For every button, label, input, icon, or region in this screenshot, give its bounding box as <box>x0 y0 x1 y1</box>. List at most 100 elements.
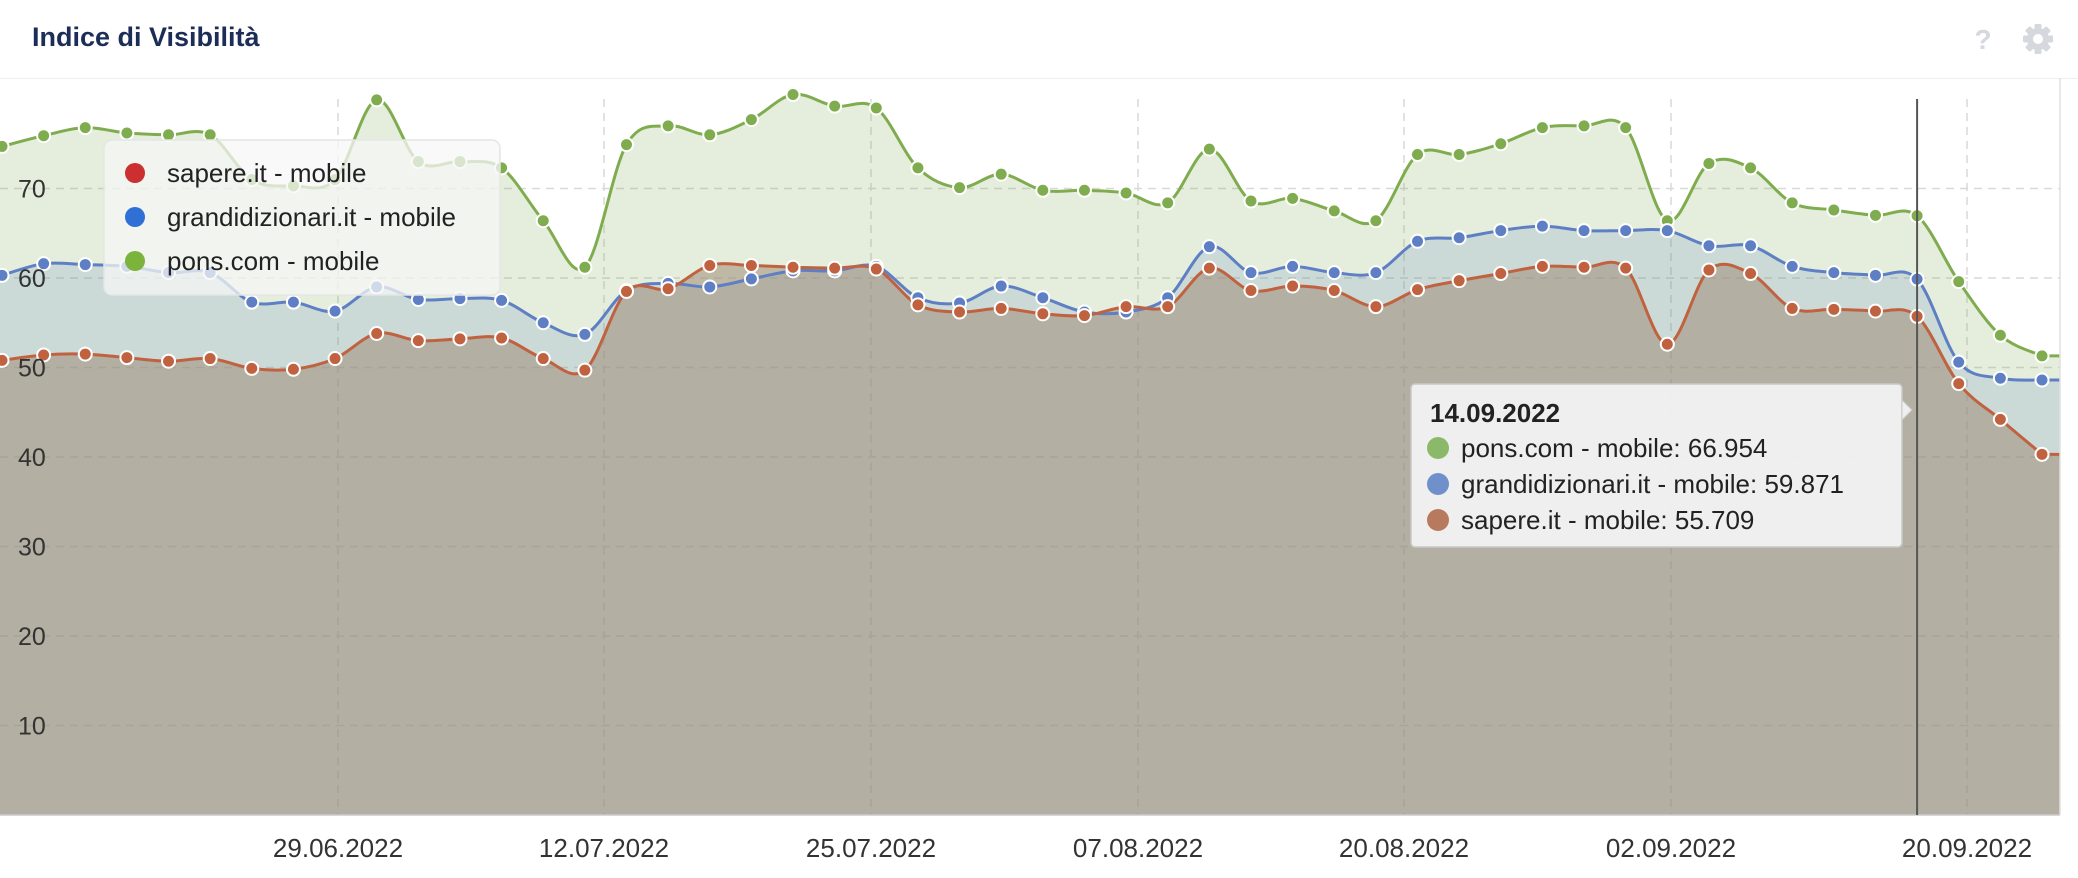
data-point[interactable] <box>1243 265 1259 281</box>
data-point[interactable] <box>577 259 593 275</box>
data-point[interactable] <box>993 278 1009 294</box>
data-point[interactable] <box>244 294 260 310</box>
data-point[interactable] <box>1784 300 1800 316</box>
data-point[interactable] <box>1035 290 1051 306</box>
data-point[interactable] <box>1451 230 1467 246</box>
gear-icon[interactable] <box>2021 22 2055 56</box>
data-point[interactable] <box>1992 411 2008 427</box>
data-point[interactable] <box>1410 282 1426 298</box>
data-point[interactable] <box>1534 120 1550 136</box>
data-point[interactable] <box>1243 193 1259 209</box>
data-point[interactable] <box>1410 233 1426 249</box>
data-point[interactable] <box>369 325 385 341</box>
data-point[interactable] <box>660 118 676 134</box>
data-point[interactable] <box>1285 190 1301 206</box>
data-point[interactable] <box>952 180 968 196</box>
data-point[interactable] <box>244 360 260 376</box>
data-point[interactable] <box>535 213 551 229</box>
data-point[interactable] <box>1118 299 1134 315</box>
data-point[interactable] <box>1118 185 1134 201</box>
data-point[interactable] <box>577 326 593 342</box>
data-point[interactable] <box>743 271 759 287</box>
data-point[interactable] <box>1576 223 1592 239</box>
data-point[interactable] <box>1701 155 1717 171</box>
data-point[interactable] <box>1285 278 1301 294</box>
data-point[interactable] <box>119 125 135 141</box>
data-point[interactable] <box>285 294 301 310</box>
data-point[interactable] <box>1493 266 1509 282</box>
data-point[interactable] <box>910 160 926 176</box>
data-point[interactable] <box>1534 218 1550 234</box>
data-point[interactable] <box>1368 213 1384 229</box>
data-point[interactable] <box>1951 354 1967 370</box>
data-point[interactable] <box>1784 195 1800 211</box>
data-point[interactable] <box>827 260 843 276</box>
data-point[interactable] <box>618 283 634 299</box>
data-point[interactable] <box>494 292 510 308</box>
data-point[interactable] <box>1285 258 1301 274</box>
data-point[interactable] <box>1659 223 1675 239</box>
help-icon[interactable]: ? <box>1966 22 2000 56</box>
data-point[interactable] <box>1493 223 1509 239</box>
legend-marker[interactable] <box>125 207 145 227</box>
data-point[interactable] <box>1326 283 1342 299</box>
data-point[interactable] <box>36 256 52 272</box>
data-point[interactable] <box>161 353 177 369</box>
data-point[interactable] <box>369 92 385 108</box>
data-point[interactable] <box>952 304 968 320</box>
data-point[interactable] <box>285 361 301 377</box>
data-point[interactable] <box>1951 376 1967 392</box>
data-point[interactable] <box>660 281 676 297</box>
data-point[interactable] <box>1951 274 1967 290</box>
data-point[interactable] <box>1701 238 1717 254</box>
data-point[interactable] <box>0 267 10 283</box>
data-point[interactable] <box>1743 160 1759 176</box>
data-point[interactable] <box>1826 301 1842 317</box>
data-point[interactable] <box>77 120 93 136</box>
data-point[interactable] <box>1076 308 1092 324</box>
data-point[interactable] <box>494 330 510 346</box>
data-point[interactable] <box>1410 146 1426 162</box>
data-point[interactable] <box>327 303 343 319</box>
data-point[interactable] <box>327 351 343 367</box>
data-point[interactable] <box>535 351 551 367</box>
data-point[interactable] <box>1743 266 1759 282</box>
data-point[interactable] <box>785 87 801 103</box>
data-point[interactable] <box>119 350 135 366</box>
data-point[interactable] <box>1618 223 1634 239</box>
data-point[interactable] <box>535 315 551 331</box>
data-point[interactable] <box>702 257 718 273</box>
data-point[interactable] <box>1867 207 1883 223</box>
data-point[interactable] <box>1992 370 2008 386</box>
data-point[interactable] <box>1867 267 1883 283</box>
data-point[interactable] <box>868 261 884 277</box>
data-point[interactable] <box>36 128 52 144</box>
data-point[interactable] <box>1368 299 1384 315</box>
data-point[interactable] <box>1618 260 1634 276</box>
legend-marker[interactable] <box>125 251 145 271</box>
data-point[interactable] <box>2034 446 2050 462</box>
data-point[interactable] <box>743 257 759 273</box>
data-point[interactable] <box>2034 372 2050 388</box>
legend-label[interactable]: pons.com - mobile <box>167 246 379 276</box>
data-point[interactable] <box>1867 303 1883 319</box>
data-point[interactable] <box>1201 141 1217 157</box>
data-point[interactable] <box>0 138 10 154</box>
data-point[interactable] <box>1743 238 1759 254</box>
legend-label[interactable]: grandidizionari.it - mobile <box>167 202 456 232</box>
data-point[interactable] <box>77 346 93 362</box>
data-point[interactable] <box>1201 239 1217 255</box>
data-point[interactable] <box>1326 203 1342 219</box>
data-point[interactable] <box>827 98 843 114</box>
data-point[interactable] <box>577 362 593 378</box>
data-point[interactable] <box>1618 120 1634 136</box>
data-point[interactable] <box>77 257 93 273</box>
data-point[interactable] <box>202 351 218 367</box>
data-point[interactable] <box>618 137 634 153</box>
legend-label[interactable]: sapere.it - mobile <box>167 158 366 188</box>
data-point[interactable] <box>1076 182 1092 198</box>
data-point[interactable] <box>993 166 1009 182</box>
data-point[interactable] <box>1992 327 2008 343</box>
data-point[interactable] <box>1826 202 1842 218</box>
data-point[interactable] <box>785 259 801 275</box>
